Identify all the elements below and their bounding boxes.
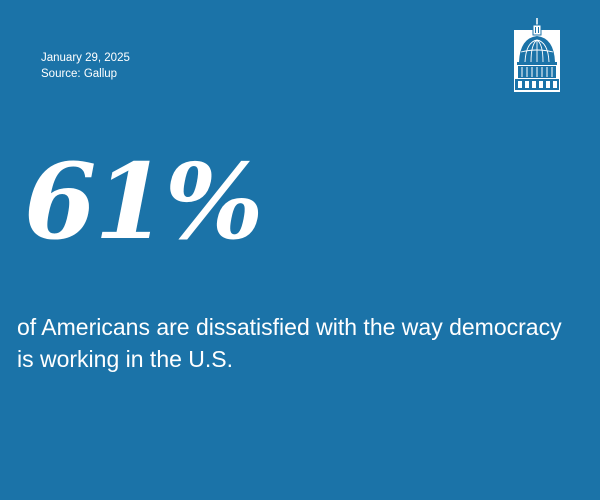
- capitol-dome-icon: [512, 18, 562, 92]
- date-text: January 29, 2025: [41, 52, 130, 64]
- stat-caption: of Americans are dissatisfied with the w…: [17, 314, 562, 372]
- stat-value: 61%: [24, 140, 264, 263]
- source-text: Source: Gallup: [41, 68, 118, 80]
- meta-info: January 29, 2025 Source: Gallup: [41, 50, 130, 82]
